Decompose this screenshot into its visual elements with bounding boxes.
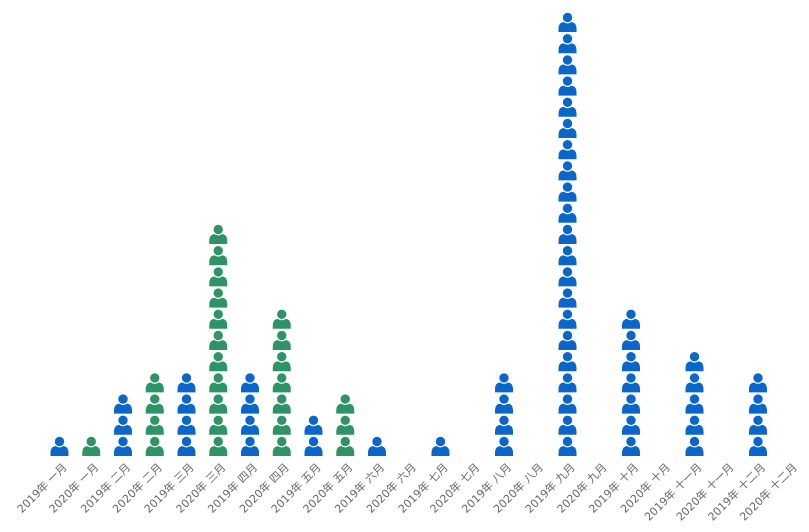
person-icon: [495, 435, 513, 456]
person-icon: [272, 435, 291, 456]
person-icon: [558, 138, 577, 160]
person-icon: [272, 308, 291, 329]
person-icon: [495, 372, 513, 393]
person-icon: [241, 435, 259, 456]
icon-marks: [50, 11, 767, 456]
person-icon: [145, 435, 164, 456]
person-icon: [114, 393, 132, 414]
person-icon: [558, 287, 577, 308]
person-icon: [241, 393, 259, 414]
person-icon: [685, 393, 704, 414]
person-icon: [177, 393, 196, 414]
person-icon: [558, 11, 577, 32]
person-icon: [336, 435, 355, 456]
person-icon: [749, 372, 767, 393]
person-icon: [272, 350, 291, 372]
person-icon: [685, 372, 704, 393]
person-icon: [558, 393, 577, 414]
person-icon: [145, 393, 164, 414]
person-icon: [209, 223, 228, 244]
person-icon: [558, 54, 577, 75]
person-icon: [82, 435, 101, 456]
person-icon: [368, 435, 386, 456]
person-icon: [209, 287, 228, 308]
person-icon: [558, 32, 577, 54]
person-icon: [209, 350, 228, 372]
person-icon: [685, 350, 704, 372]
person-icon: [749, 414, 767, 435]
person-icon: [558, 329, 577, 350]
person-icon: [209, 414, 228, 435]
person-icon: [177, 414, 196, 435]
person-icon: [558, 223, 577, 244]
person-icon: [304, 435, 323, 456]
person-icon: [209, 372, 228, 393]
person-icon: [558, 372, 577, 393]
person-icon: [177, 372, 196, 393]
person-icon: [114, 435, 132, 456]
person-icon: [145, 372, 164, 393]
person-icon: [209, 308, 228, 329]
person-icon: [50, 435, 69, 456]
person-icon: [209, 266, 228, 287]
person-icon: [558, 181, 577, 202]
person-icon: [114, 414, 132, 435]
person-icon: [177, 435, 196, 456]
person-icon: [336, 414, 355, 435]
person-icon: [622, 350, 640, 372]
person-icon: [272, 329, 291, 350]
person-icon: [622, 393, 640, 414]
person-icon: [685, 414, 704, 435]
person-icon: [558, 414, 577, 435]
person-icon: [209, 435, 228, 456]
person-icon: [431, 435, 450, 456]
person-icon: [622, 308, 640, 329]
person-icon: [622, 435, 640, 456]
person-icon: [749, 393, 767, 414]
person-icon: [272, 414, 291, 435]
person-icon: [145, 414, 164, 435]
person-icon: [209, 393, 228, 414]
person-icon: [209, 329, 228, 350]
person-icon: [209, 244, 228, 266]
person-icon: [336, 393, 355, 414]
person-icon: [749, 435, 767, 456]
person-icon: [272, 372, 291, 393]
person-icon: [558, 308, 577, 329]
person-icon: [558, 159, 577, 181]
person-icon: [622, 414, 640, 435]
person-icon: [495, 393, 513, 414]
person-icon: [685, 435, 704, 456]
person-icon: [558, 350, 577, 372]
person-icon: [558, 117, 577, 138]
person-icon: [622, 372, 640, 393]
person-icon: [622, 329, 640, 350]
person-icon: [558, 96, 577, 117]
person-icon: [558, 75, 577, 96]
person-icon: [558, 202, 577, 223]
person-icon: [558, 244, 577, 266]
person-icon: [241, 414, 259, 435]
person-icon: [495, 414, 513, 435]
person-icon: [558, 266, 577, 287]
person-icon: [241, 372, 259, 393]
person-icon: [272, 393, 291, 414]
person-icon: [304, 414, 323, 435]
person-icon: [558, 435, 577, 456]
